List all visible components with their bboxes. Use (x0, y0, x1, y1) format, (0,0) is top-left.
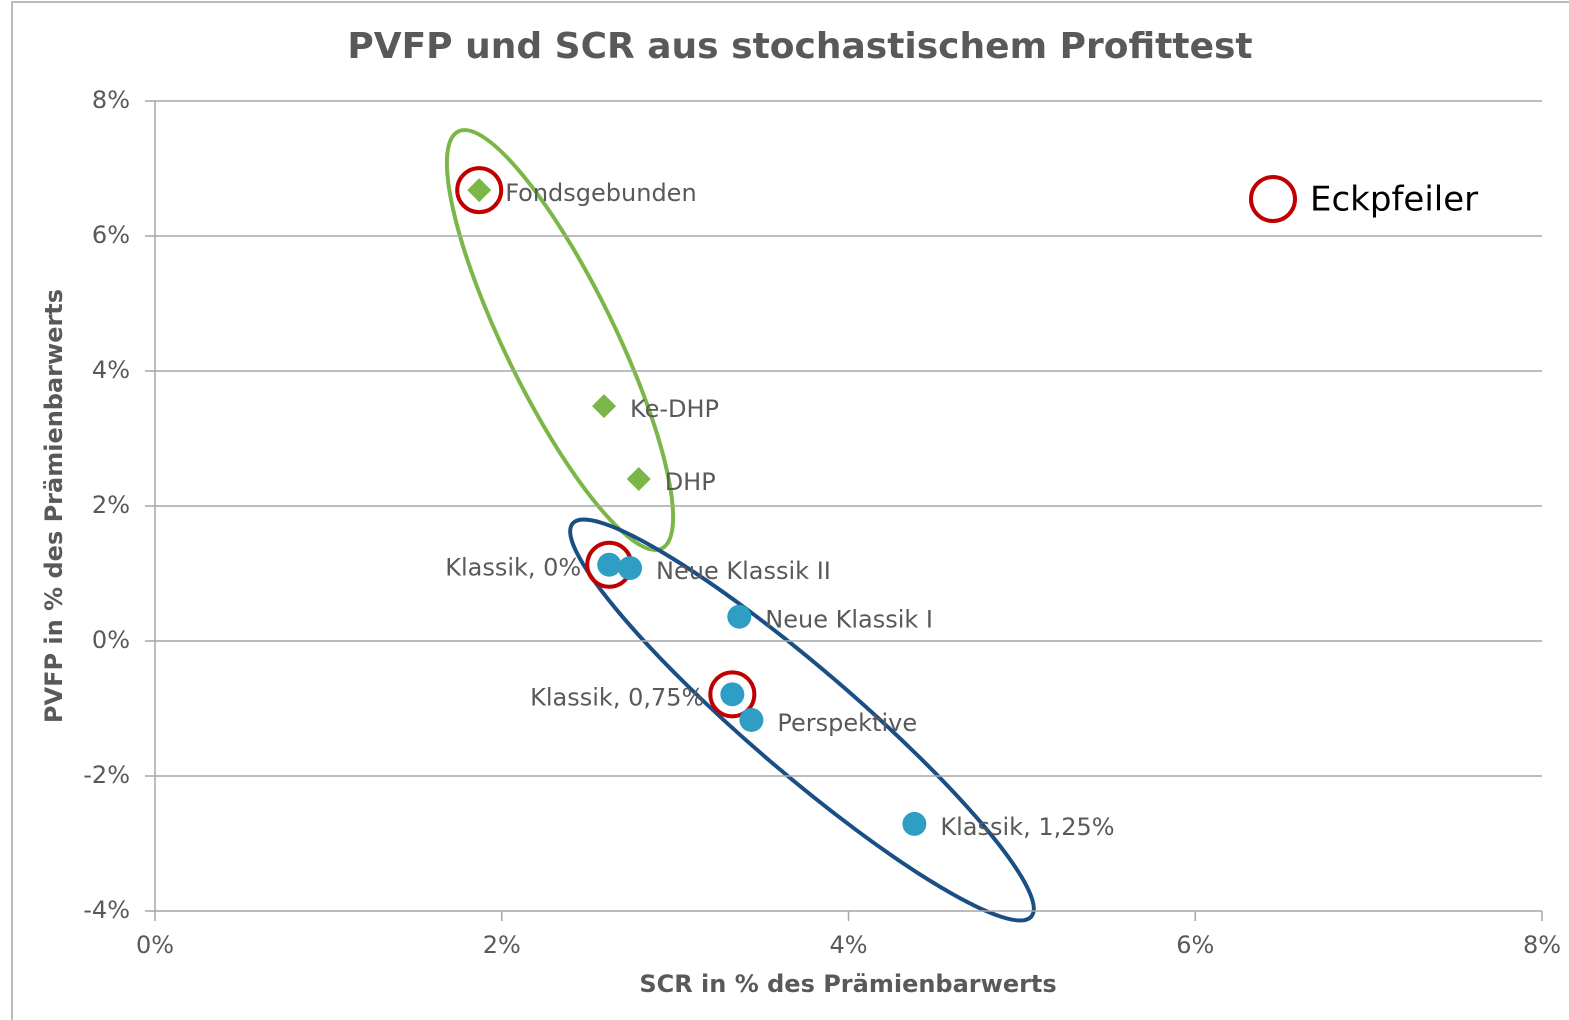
data-label: Fondsgebunden (505, 179, 696, 207)
legend-label: Eckpfeiler (1310, 180, 1478, 220)
frame (11, 1, 1569, 1020)
point (739, 707, 764, 732)
highlight-ring (708, 670, 757, 719)
group-ellipse (568, 517, 1036, 923)
y-tick-label: 0% (92, 626, 130, 654)
point (626, 467, 651, 491)
y-tick-label: 4% (92, 356, 130, 384)
point (592, 394, 617, 419)
x-tick-label: 0% (136, 931, 174, 959)
chart-title: PVFP und SCR aus stochastischem Profitte… (347, 26, 1252, 67)
point (467, 178, 492, 203)
data-label: DHP (665, 468, 716, 496)
y-tick-label: 6% (92, 221, 130, 249)
y-tick-label: 8% (92, 86, 130, 114)
x-tick-label: 8% (1523, 931, 1561, 959)
point (597, 552, 622, 577)
x-tick-label: 6% (1176, 931, 1214, 959)
group-ellipse (444, 128, 676, 552)
legend-marker (1249, 175, 1297, 223)
y-axis-label: PVFP in % des Prämienbarwerts (40, 289, 68, 723)
data-label: Neue Klassik I (765, 606, 933, 634)
point (727, 604, 752, 629)
point (902, 811, 927, 836)
x-tick-label: 2% (483, 931, 521, 959)
y-tick-label: 2% (92, 491, 130, 519)
data-label: Klassik, 1,25% (940, 813, 1114, 841)
data-label: Perspektive (777, 709, 917, 737)
data-label: Klassik, 0,75% (530, 683, 704, 711)
point (720, 682, 745, 707)
x-axis-label: SCR in % des Prämienbarwerts (639, 970, 1056, 998)
y-tick-label: -2% (83, 761, 130, 789)
point (618, 556, 643, 581)
data-label: Neue Klassik II (656, 557, 831, 585)
y-tick-label: -4% (83, 896, 130, 924)
x-tick-label: 4% (829, 931, 867, 959)
data-label: Klassik, 0% (445, 554, 581, 582)
highlight-ring (455, 166, 504, 215)
data-label: Ke-DHP (630, 395, 719, 423)
